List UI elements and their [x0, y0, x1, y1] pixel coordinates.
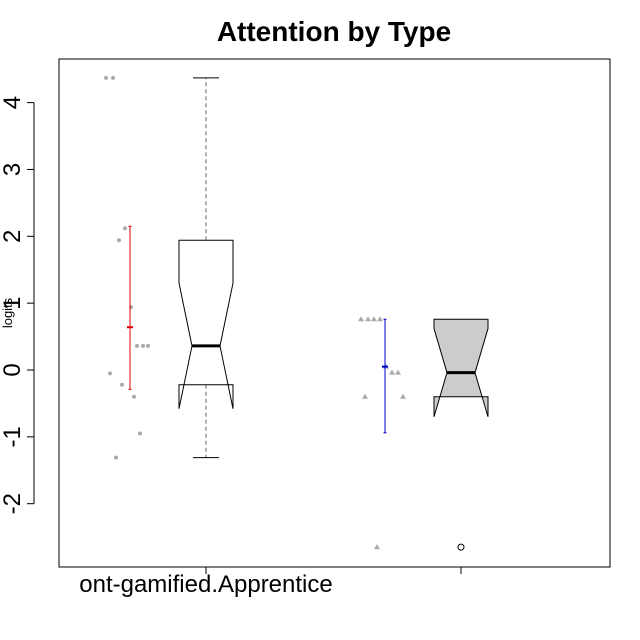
data-point [371, 316, 377, 322]
data-point [132, 394, 136, 399]
data-point [365, 316, 371, 322]
box-group [104, 75, 234, 460]
data-point [374, 544, 380, 550]
outlier-point [457, 543, 465, 551]
y-tick-label: 3 [0, 163, 26, 176]
plot-frame [58, 58, 611, 568]
data-point [395, 369, 401, 375]
data-point [377, 316, 383, 322]
box-group [358, 316, 489, 551]
y-axis-label: logits [0, 297, 15, 328]
data-point [111, 75, 115, 80]
y-tick-label: 1 [0, 296, 26, 309]
y-axis: -2 -1 0 1 2 3 4 [0, 96, 35, 514]
chart-title: Attention by Type [217, 16, 451, 47]
data-point [146, 343, 150, 348]
x-axis: ont-gamified.Apprentice [79, 567, 462, 598]
data-point [362, 393, 368, 399]
y-tick-label: 0 [0, 363, 26, 376]
data-point [117, 238, 121, 243]
y-tick-label: -1 [0, 426, 26, 447]
y-tick-label: 2 [0, 230, 26, 243]
data-point [358, 316, 364, 322]
data-point [108, 371, 112, 376]
x-tick-label: ont-gamified.Apprentice [79, 571, 332, 598]
data-point [120, 382, 124, 387]
y-tick-label: 4 [0, 96, 26, 109]
data-point [389, 369, 395, 375]
data-point [114, 455, 118, 460]
data-point [400, 393, 406, 399]
data-point [135, 343, 139, 348]
notched-box [178, 239, 234, 409]
data-point [123, 226, 127, 231]
notched-box [433, 318, 489, 417]
data-point [104, 75, 108, 80]
box-groups [104, 75, 489, 551]
y-tick-label: -2 [0, 493, 26, 514]
data-point [138, 431, 142, 436]
data-point [141, 343, 145, 348]
